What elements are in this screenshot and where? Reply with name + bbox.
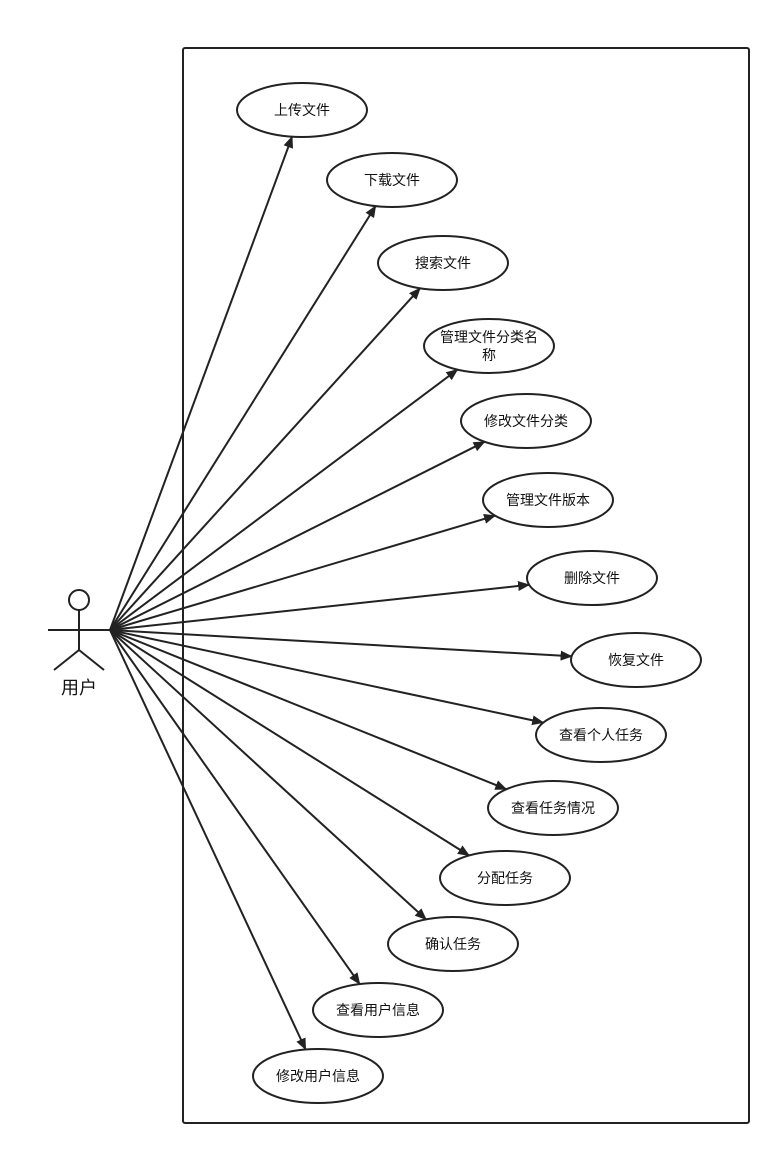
- use-case-label: 查看个人任务: [559, 728, 643, 744]
- use-case-label: 称: [482, 348, 496, 364]
- use-case-manage-file-version: 管理文件版本: [482, 472, 614, 528]
- use-case-confirm-task: 确认任务: [387, 916, 519, 972]
- use-cases: 上传文件下载文件搜索文件管理文件分类名称修改文件分类管理文件版本删除文件恢复文件…: [236, 82, 702, 1104]
- association-modify-user-info: [109, 629, 307, 1051]
- use-case-label: 删除文件: [564, 571, 620, 587]
- association-upload-file: [109, 135, 294, 631]
- actor-head: [68, 589, 90, 611]
- use-case-label: 搜索文件: [415, 255, 471, 272]
- use-case-ellipse: [535, 707, 667, 763]
- use-case-ellipse: [236, 82, 368, 138]
- use-case-label: 分配任务: [477, 871, 533, 887]
- association-search-file: [109, 287, 421, 631]
- use-case-assign-task: 分配任务: [439, 850, 571, 906]
- use-case-delete-file: 删除文件: [526, 550, 658, 606]
- use-case-label: 查看任务情况: [511, 801, 595, 817]
- use-case-label: 修改用户信息: [276, 1068, 360, 1085]
- association-confirm-task: [109, 629, 427, 921]
- use-case-download-file: 下载文件: [326, 152, 458, 208]
- use-case-view-task-status: 查看任务情况: [487, 780, 619, 836]
- association-manage-file-version: [109, 514, 497, 631]
- actor: 用户: [48, 589, 110, 699]
- association-restore-file: [109, 629, 573, 661]
- association-delete-file: [109, 581, 531, 631]
- association-manage-category-name: [109, 368, 459, 631]
- association-view-task-status: [109, 629, 508, 791]
- use-case-upload-file: 上传文件: [236, 82, 368, 138]
- use-case-ellipse: [482, 472, 614, 528]
- use-case-ellipse: [252, 1048, 384, 1104]
- use-case-ellipse: [439, 850, 571, 906]
- system-boundary: [182, 47, 750, 1124]
- use-case-ellipse: [387, 916, 519, 972]
- associations: [109, 135, 573, 1051]
- use-case-view-user-info: 查看用户信息: [312, 982, 444, 1038]
- association-view-personal-tasks: [109, 629, 545, 726]
- use-case-label: 恢复文件: [608, 652, 664, 669]
- use-case-ellipse: [423, 318, 555, 374]
- use-case-modify-file-category: 修改文件分类: [460, 393, 592, 449]
- use-case-ellipse: [377, 235, 509, 291]
- use-case-search-file: 搜索文件: [377, 235, 509, 291]
- use-case-label: 查看用户信息: [336, 1002, 420, 1019]
- association-modify-file-category: [109, 440, 486, 631]
- use-case-ellipse: [460, 393, 592, 449]
- association-view-user-info: [109, 629, 361, 985]
- use-case-label: 管理文件分类名: [440, 330, 538, 346]
- use-case-ellipse: [526, 550, 658, 606]
- use-case-ellipse: [570, 632, 702, 688]
- use-case-label: 上传文件: [274, 103, 330, 119]
- use-case-modify-user-info: 修改用户信息: [252, 1048, 384, 1104]
- use-case-label: 下载文件: [364, 173, 420, 189]
- use-case-ellipse: [326, 152, 458, 208]
- actor-left-leg: [53, 649, 80, 671]
- use-case-label: 修改文件分类: [484, 414, 568, 430]
- use-case-label: 管理文件版本: [506, 493, 590, 509]
- use-case-label: 确认任务: [425, 937, 481, 953]
- use-case-restore-file: 恢复文件: [570, 632, 702, 688]
- use-case-view-personal-tasks: 查看个人任务: [535, 707, 667, 763]
- actor-label: 用户: [61, 678, 97, 699]
- association-assign-task: [109, 629, 470, 857]
- association-download-file: [109, 205, 377, 631]
- use-case-ellipse: [312, 982, 444, 1038]
- actor-right-leg: [78, 649, 105, 671]
- use-case-ellipse: [487, 780, 619, 836]
